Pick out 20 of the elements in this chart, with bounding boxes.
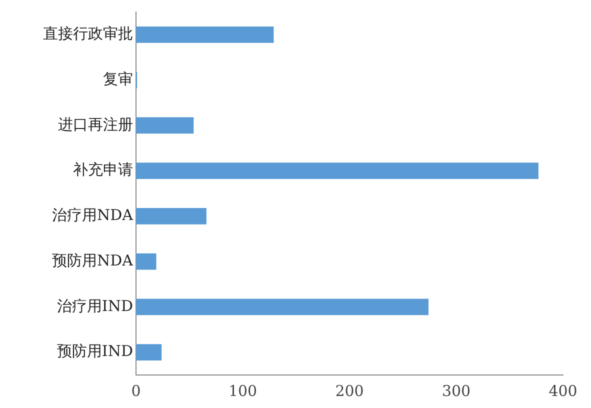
y-tick-label: 治疗用NDA bbox=[52, 206, 134, 224]
x-tick-label: 200 bbox=[335, 382, 364, 400]
bar bbox=[136, 26, 274, 43]
y-tick-label: 治疗用IND bbox=[56, 296, 133, 315]
bar bbox=[136, 344, 162, 360]
x-tick-label: 400 bbox=[548, 382, 578, 400]
bar bbox=[136, 208, 206, 224]
y-tick-label: 补充申请 bbox=[73, 160, 133, 179]
x-tick-label: 300 bbox=[442, 382, 471, 400]
bar bbox=[136, 253, 156, 270]
y-tick-label: 直接行政审批 bbox=[43, 24, 133, 43]
bar bbox=[136, 162, 538, 179]
y-tick-label: 预防用IND bbox=[56, 342, 133, 360]
x-tick-label: 0 bbox=[131, 382, 141, 400]
bar bbox=[136, 298, 428, 316]
y-tick-label: 复审 bbox=[103, 70, 133, 88]
y-tick-label: 预防用NDA bbox=[52, 251, 134, 270]
y-tick-label: 进口再注册 bbox=[58, 115, 133, 134]
bar bbox=[136, 117, 194, 134]
x-tick-label: 100 bbox=[228, 382, 258, 400]
